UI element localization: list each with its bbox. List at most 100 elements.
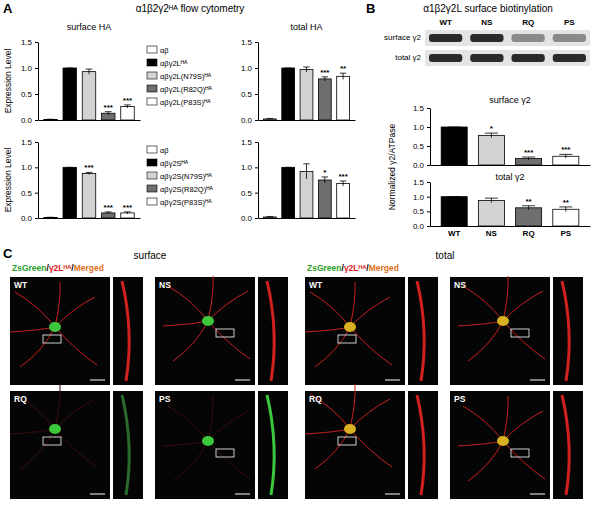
legend: αβαβγ2Sᴴᴬαβγ2S(N79S)ᴴᴬαβγ2S(R82Q)ᴴᴬαβγ2S… <box>147 146 213 207</box>
significance: *** <box>561 145 571 154</box>
plot-area <box>44 167 134 218</box>
neurite <box>55 297 95 327</box>
legend-label: αβ <box>160 46 169 55</box>
error-bar <box>340 181 346 186</box>
channel-label: ZsGreen <box>12 263 47 273</box>
neurite <box>20 429 55 469</box>
inset-box <box>43 437 61 445</box>
legend-label: αβγ2L(N79S)ᴴᴬ <box>160 72 212 81</box>
plot-area <box>441 127 579 165</box>
error-bar <box>448 127 461 128</box>
y-axis-line <box>430 183 431 227</box>
lane-label: PS <box>564 18 575 27</box>
micrograph: NS <box>450 276 583 385</box>
neurite <box>305 327 350 332</box>
neurite <box>310 394 350 429</box>
error-stem <box>89 69 90 74</box>
neurite <box>503 276 508 321</box>
y-tick: 0.0 <box>21 214 38 223</box>
y-tick-mark <box>255 218 258 219</box>
error-stem <box>127 105 128 108</box>
error-stem <box>324 177 325 183</box>
y-tick-mark <box>427 226 430 227</box>
micrograph: PS <box>155 391 288 499</box>
error-stem <box>343 73 344 79</box>
legend-swatch <box>147 198 157 205</box>
bar <box>44 119 57 120</box>
neurite <box>20 327 55 367</box>
channel-legend: ZsGreen/γ2Lᴴᴬ/Merged <box>12 263 104 273</box>
x-tick-label: RQ <box>523 229 535 238</box>
neurite <box>163 321 208 326</box>
neurite <box>173 441 208 481</box>
blot-row-label: surface γ2 <box>384 33 421 42</box>
blot-band <box>429 54 462 62</box>
significance: *** <box>84 163 94 172</box>
legend-label: αβγ2Lᴴᴬ <box>160 59 188 68</box>
error-bar <box>47 119 54 120</box>
micrograph: WT <box>305 277 438 385</box>
error-bar <box>559 207 572 212</box>
inset-background <box>408 391 438 499</box>
bar <box>478 200 504 226</box>
inset-box <box>338 437 356 445</box>
neurite <box>350 297 390 327</box>
y-tick-label: 0.5 <box>21 90 33 99</box>
channel-label: Merged <box>74 263 104 273</box>
bar <box>282 68 295 120</box>
y-axis: 0.00.51.01.5 <box>241 138 259 223</box>
y-tick-mark <box>35 142 38 143</box>
lane-label: NS <box>481 18 493 27</box>
significance: ** <box>340 64 347 73</box>
inset-neurite <box>122 395 129 495</box>
bar-chart: 0.00.51.01.5**** <box>241 138 356 223</box>
legend-label: αβγ2L(P83S)ᴴᴬ <box>160 98 211 107</box>
error-bar <box>485 198 498 203</box>
x-axis-line <box>431 165 591 166</box>
panel-heading: α1β2γ2L surface biotinylation <box>423 3 553 14</box>
legend-swatch <box>147 146 157 153</box>
error-bar <box>522 157 535 160</box>
legend-swatch <box>147 98 157 105</box>
neurite <box>208 291 248 321</box>
plot-area <box>44 68 134 120</box>
y-tick-mark <box>255 142 258 143</box>
blot-band <box>470 54 503 62</box>
legend-label: αβγ2S(R82Q)ᴴᴬ <box>160 185 213 194</box>
image-background <box>10 277 110 385</box>
y-tick-label: 0.5 <box>413 142 425 151</box>
inset-background <box>113 391 143 499</box>
neurite <box>208 321 250 359</box>
neurite <box>503 291 543 321</box>
y-tick: 0.5 <box>241 90 258 99</box>
y-tick-mark <box>35 218 38 219</box>
bar <box>282 167 295 218</box>
blot-strip <box>425 50 590 66</box>
y-tick-mark <box>427 127 430 128</box>
section-title: surface <box>134 250 167 261</box>
y-tick-mark <box>255 167 258 168</box>
panel-label: PS <box>159 394 171 404</box>
neurite <box>503 396 508 441</box>
neurite <box>55 282 60 327</box>
neurite <box>458 321 503 326</box>
error-bar <box>105 212 112 214</box>
neurite <box>208 441 250 479</box>
neurite <box>350 384 355 429</box>
y-tick-mark <box>427 211 430 212</box>
error-stem <box>528 157 529 160</box>
error-bar <box>66 167 73 168</box>
figure: ABCα1β2γ2ᴴᴬ flow cytometryα1β2γ2L surfac… <box>0 0 600 506</box>
bar <box>63 167 76 218</box>
plot-area <box>263 164 349 218</box>
y-tick-label: 1.0 <box>413 123 425 132</box>
legend-label: αβγ2Sᴴᴬ <box>160 159 189 168</box>
y-tick-label: 1.0 <box>241 64 253 73</box>
y-tick: 0.5 <box>21 90 38 99</box>
error-bar <box>285 167 291 168</box>
y-tick-label: 0.0 <box>21 116 33 125</box>
error-cap <box>86 69 93 70</box>
y-tick-mark <box>35 120 38 121</box>
panel-label: RQ <box>309 394 322 404</box>
y-tick: 0.5 <box>241 189 258 198</box>
